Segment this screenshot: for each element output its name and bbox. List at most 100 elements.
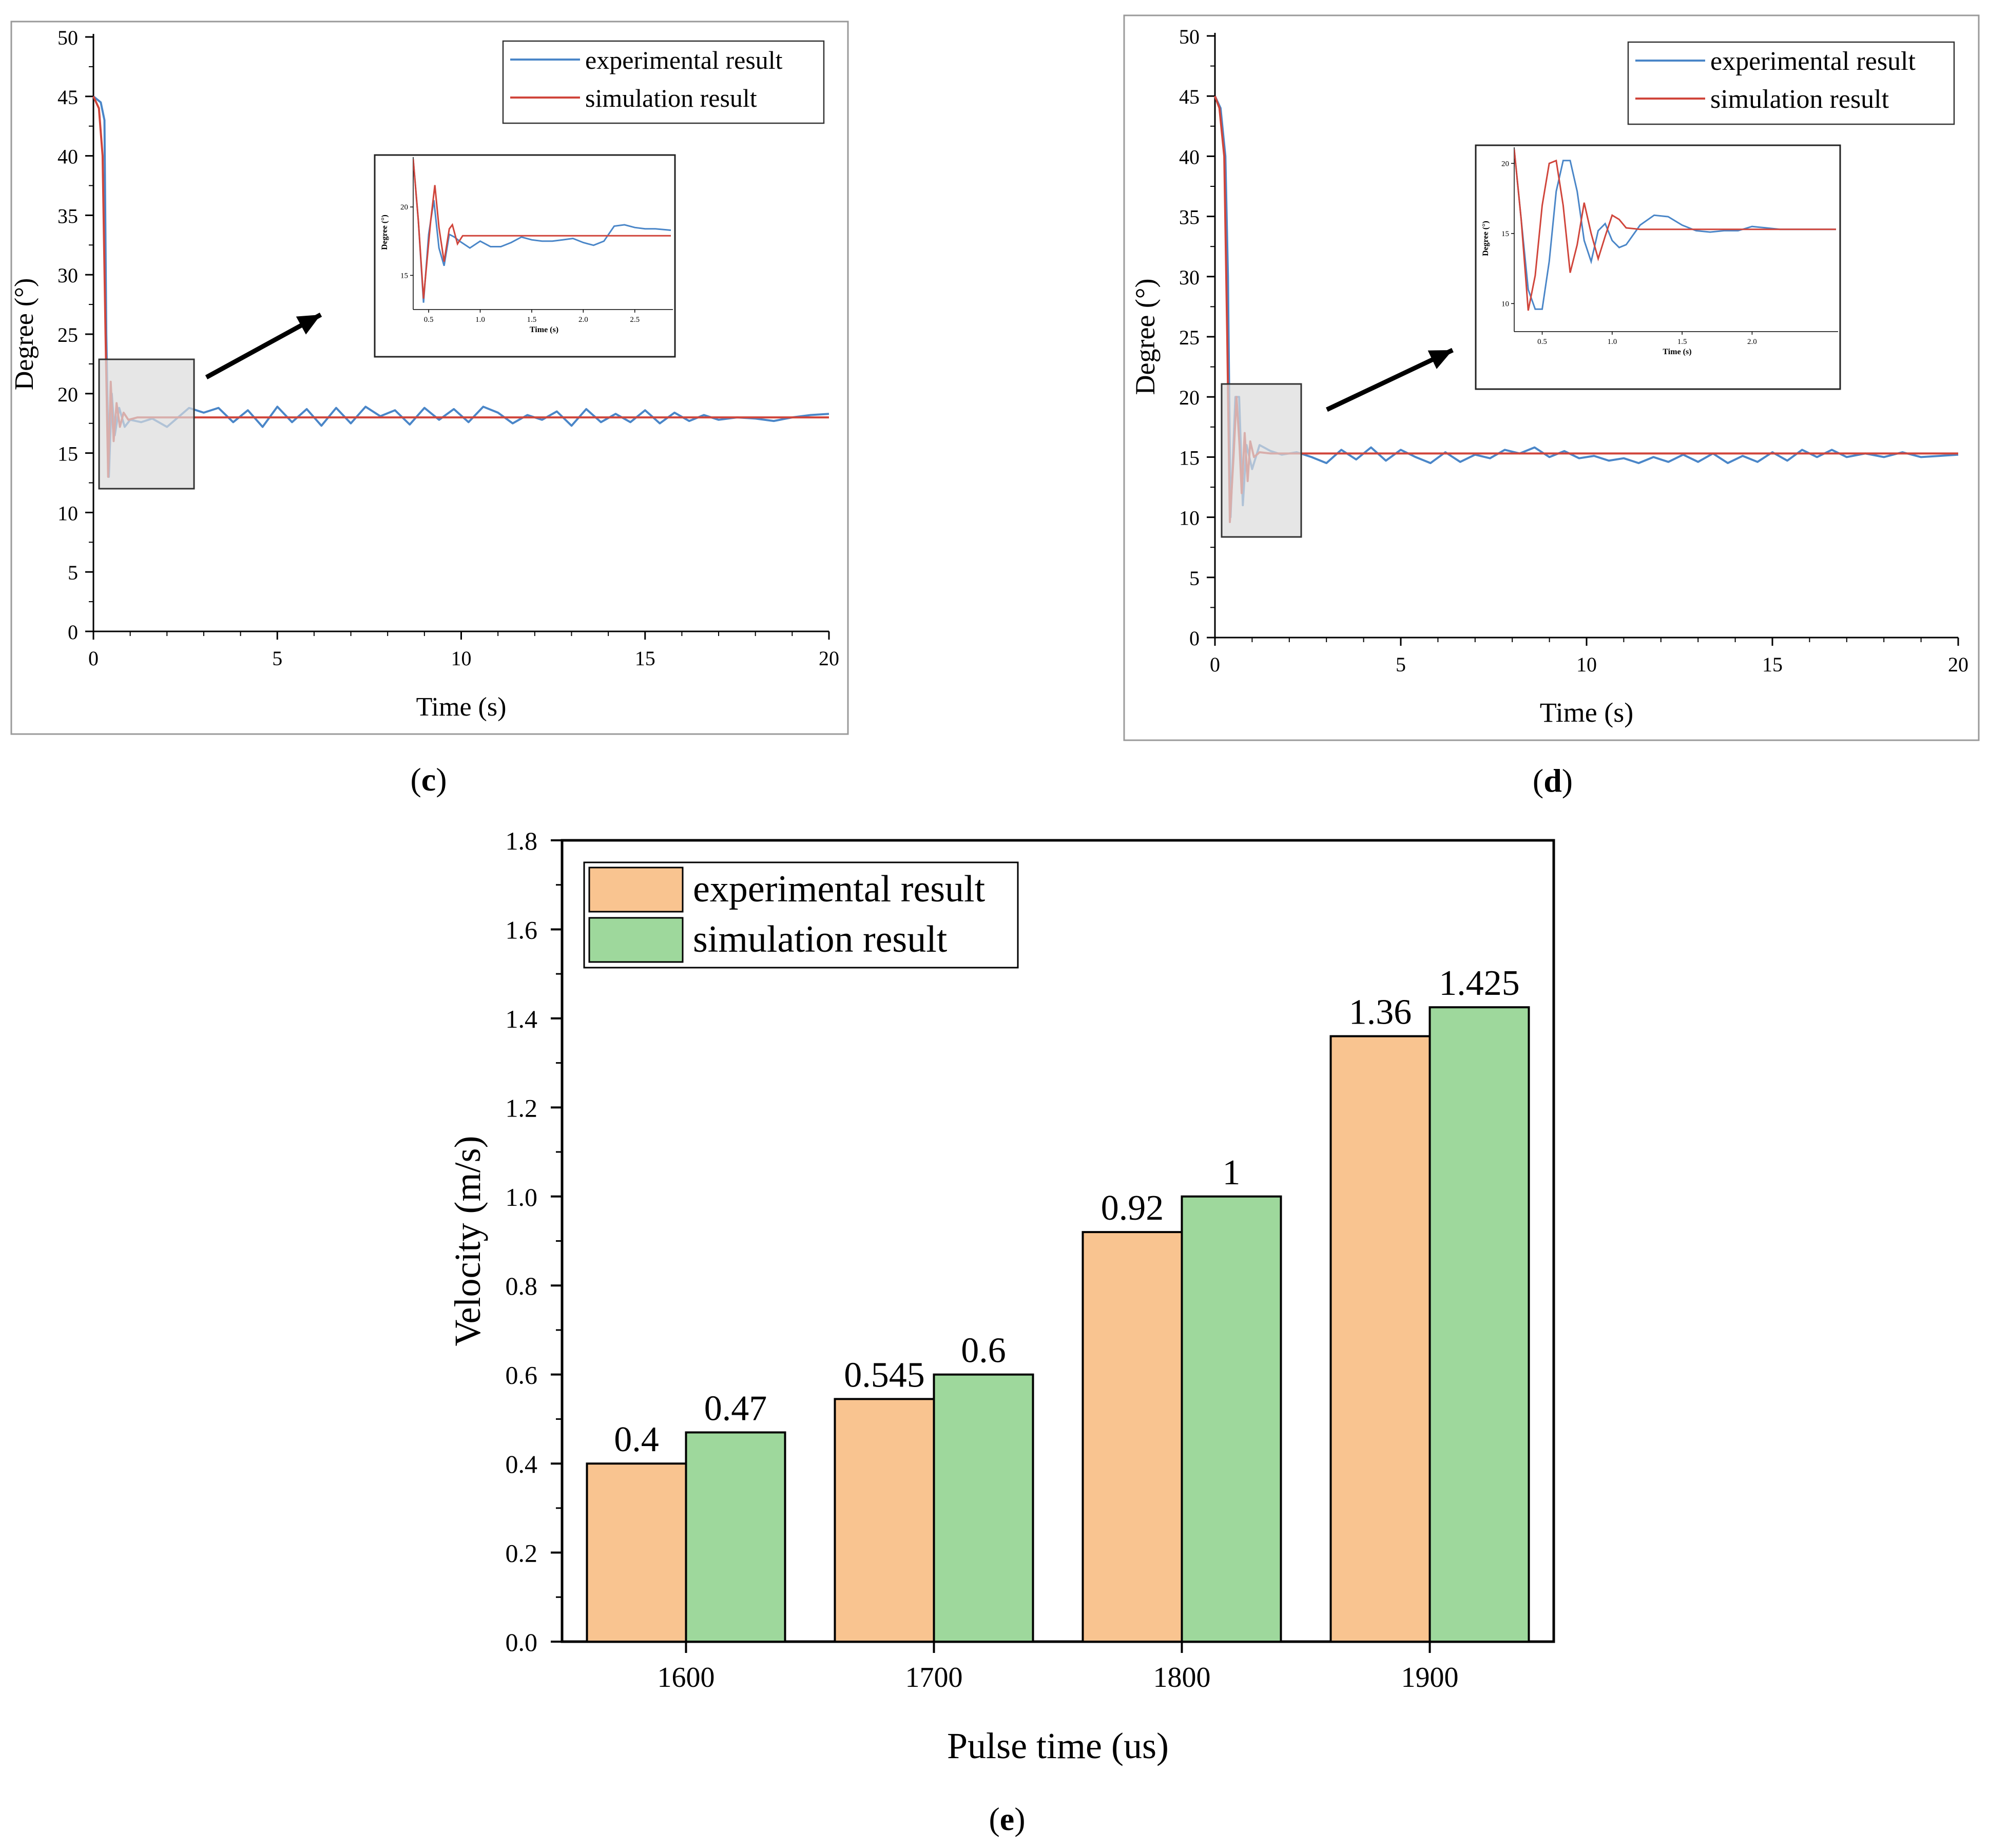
inset-x-tick-label: 1.5 [1677, 338, 1687, 346]
legend-experimental-label: experimental result [693, 868, 986, 910]
panel-d-axes: 0 5 10 15 20 25 30 35 40 45 50 0 5 10 15 20 [1179, 25, 1968, 676]
y-tick-label: 0.2 [506, 1539, 538, 1568]
panel-c-caption-label: (c) [410, 761, 447, 798]
y-tick-label: 15 [57, 442, 78, 466]
experimental-bar [1082, 1231, 1183, 1643]
y-tick-label: 40 [1179, 145, 1200, 168]
inset-x-axis-label: Time (s) [530, 325, 558, 334]
y-tick-label: 0.4 [506, 1450, 538, 1478]
panel-c-inset-frame [374, 154, 676, 358]
panel-e-y-axis-label: Velocity (m/s) [447, 1136, 488, 1346]
x-tick-label: 5 [1396, 653, 1406, 676]
x-tick-label: 0 [1210, 653, 1220, 676]
simulation-bar-value-label: 1 [1223, 1153, 1241, 1192]
panel-d-zoom-arrow-shaft [1326, 348, 1454, 412]
inset-y-axis-label: Degree (°) [380, 215, 389, 250]
x-tick-label: 20 [1948, 653, 1968, 676]
inset-y-axis-label: Degree (°) [1481, 221, 1490, 256]
legend-bar-swatch [588, 917, 684, 963]
inset-x-tick-label: 1.0 [1607, 338, 1617, 346]
panel-d-legend: experimental result simulation result [1627, 41, 1955, 125]
x-tick-label: 10 [451, 647, 472, 670]
x-tick-label: 5 [272, 647, 282, 670]
y-tick-label: 0.8 [506, 1272, 538, 1300]
panel-c-legend-box [502, 40, 825, 124]
panel-d-inset-frame [1475, 144, 1841, 390]
x-tick-label: 1700 [905, 1662, 963, 1693]
panel-d-zoom-annotation [1221, 348, 1454, 538]
simulation-bar [1181, 1195, 1282, 1643]
inset-x-tick-label: 0.5 [1537, 338, 1547, 346]
inset-x-tick-label: 1.5 [527, 316, 537, 324]
y-tick-label: 45 [57, 86, 78, 109]
panel-d-inset-experimental-line [1514, 149, 1836, 310]
y-tick-label: 35 [1179, 206, 1200, 229]
panel-d-line-chart: 0 5 10 15 20 25 30 35 40 45 50 0 5 10 15 20 0.5 1.0 1.5 2.… [1123, 14, 1980, 799]
inset-x-tick-label: 2.5 [630, 316, 640, 324]
simulation-bar [933, 1373, 1034, 1643]
panel-c-zoom-arrow-head [296, 315, 321, 335]
y-tick-label: 50 [57, 26, 78, 49]
y-tick-label: 1.8 [506, 826, 538, 855]
x-tick-label: 1600 [658, 1662, 715, 1693]
panel-d-x-axis-label: Time (s) [1540, 697, 1634, 728]
experimental-bar-value-label: 1.36 [1349, 993, 1412, 1032]
y-tick-label: 0.0 [506, 1628, 538, 1657]
inset-x-axis-label: Time (s) [1663, 348, 1691, 356]
y-tick-label: 1.2 [506, 1093, 538, 1122]
legend-experimental-label: experimental result [585, 46, 783, 74]
y-tick-label: 5 [1189, 567, 1200, 590]
panel-c-line-chart: 0 5 10 15 20 25 30 35 40 45 50 0 5 10 15 20 0.5 1.0 1.5 2.… [10, 21, 849, 798]
simulation-bar [1428, 1006, 1530, 1643]
panel-e-x-axis-label: Pulse time (us) [947, 1725, 1169, 1766]
panel-d-zoom-box [1221, 383, 1302, 538]
panel-c-inset-experimental-line [413, 159, 671, 303]
simulation-bar [685, 1431, 786, 1643]
experimental-bar [834, 1398, 935, 1643]
y-tick-label: 10 [1179, 507, 1200, 530]
simulation-bar-value-label: 1.425 [1439, 964, 1520, 1003]
y-tick-label: 1.0 [506, 1183, 538, 1211]
simulation-bar-value-label: 0.6 [961, 1331, 1006, 1371]
inset-y-tick-label: 15 [400, 272, 408, 280]
y-tick-label: 40 [57, 145, 78, 168]
inset-y-tick-label: 20 [400, 203, 408, 211]
experimental-bar-value-label: 0.92 [1101, 1188, 1164, 1228]
panel-e-bar-chart: 0.0 0.2 0.4 0.6 0.8 1.0 1.2 1.4 1.6 1.8 1600 1700 18… [447, 826, 1555, 1837]
inset-y-tick-label: 15 [1501, 230, 1509, 238]
y-tick-label: 45 [1179, 85, 1200, 108]
inset-y-tick-label: 20 [1501, 160, 1509, 168]
y-tick-label: 30 [1179, 266, 1200, 289]
x-tick-label: 0 [88, 647, 99, 670]
panel-e-bars: 0.4 0.47 0.545 0.6 0.92 1 1.36 1.425 [586, 964, 1530, 1643]
inset-x-tick-label: 1.0 [475, 316, 485, 324]
panel-d-zoom-arrow-head [1427, 350, 1453, 369]
y-tick-label: 20 [57, 383, 78, 406]
experimental-bar-value-label: 0.4 [614, 1420, 659, 1459]
y-tick-label: 5 [68, 561, 78, 584]
y-tick-label: 50 [1179, 25, 1200, 48]
y-tick-label: 0 [1189, 627, 1200, 650]
x-tick-label: 15 [1762, 653, 1783, 676]
panel-d-legend-box [1627, 41, 1955, 125]
x-tick-label: 20 [819, 647, 839, 670]
experimental-bar-value-label: 0.545 [844, 1355, 925, 1395]
experimental-bar [1329, 1035, 1431, 1643]
x-tick-label: 15 [635, 647, 655, 670]
panel-c-legend: experimental result simulation result [502, 40, 825, 124]
inset-x-tick-label: 2.0 [1747, 338, 1757, 346]
inset-y-tick-label: 10 [1501, 300, 1509, 308]
y-tick-label: 0 [68, 621, 78, 644]
simulation-bar-value-label: 0.47 [704, 1389, 767, 1428]
y-tick-label: 1.6 [506, 915, 538, 944]
y-tick-label: 25 [57, 323, 78, 346]
panel-c-axes: 0 5 10 15 20 25 30 35 40 45 50 0 5 10 15 20 [57, 26, 839, 670]
legend-experimental-label: experimental result [1710, 47, 1916, 76]
panel-c-zoom-annotation [98, 313, 322, 490]
y-tick-label: 0.6 [506, 1361, 538, 1390]
panel-c-y-axis-label: Degree (°) [10, 278, 39, 391]
x-tick-label: 1800 [1153, 1662, 1211, 1693]
panel-e-axes: 0.0 0.2 0.4 0.6 0.8 1.0 1.2 1.4 1.6 1.8 1600 1700 18… [506, 826, 1555, 1693]
experimental-bar [586, 1462, 687, 1643]
